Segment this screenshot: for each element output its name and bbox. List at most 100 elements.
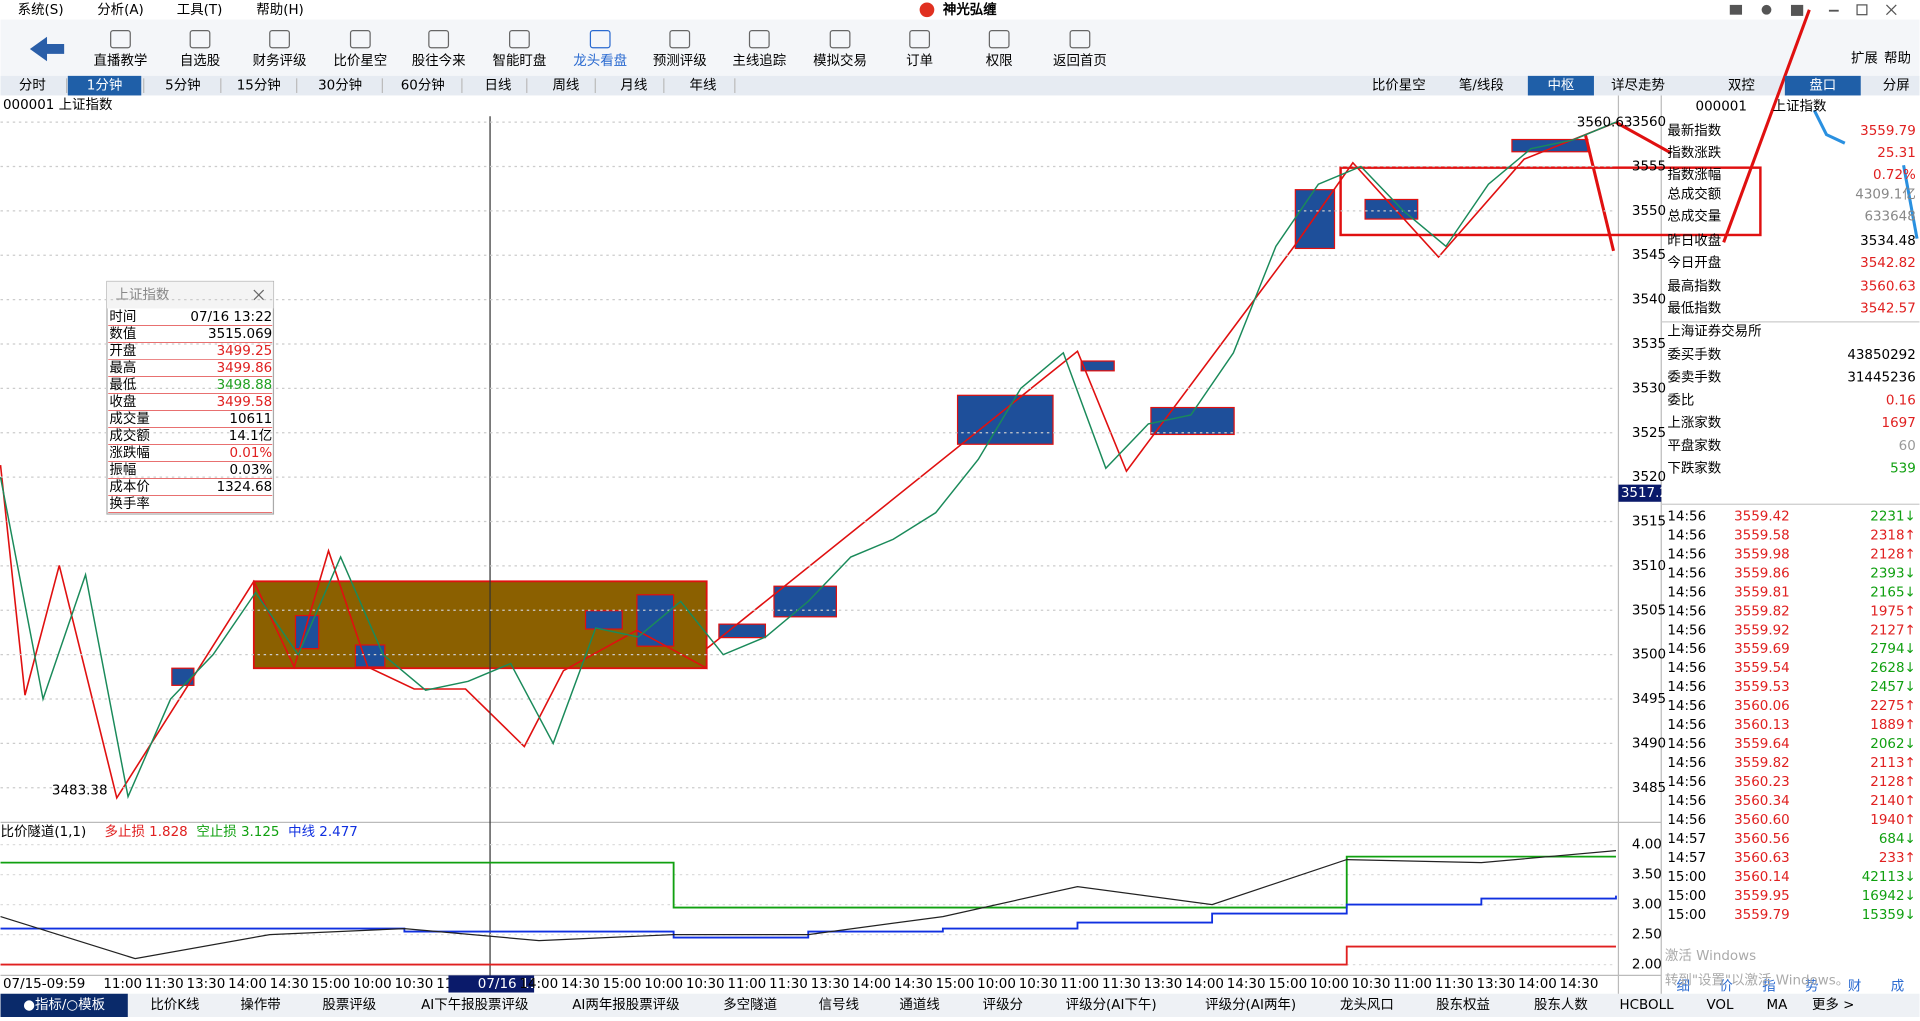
panel-tab[interactable]: 成	[1891, 978, 1904, 994]
toolbar-icon[interactable]	[509, 29, 530, 49]
quote-value: 3559.79	[1860, 124, 1916, 139]
toolbar-icon[interactable]	[909, 29, 931, 49]
indicator-tab[interactable]: ●指标/○模板	[23, 997, 105, 1013]
toolbar-icon[interactable]	[748, 29, 770, 49]
toolbar-icon[interactable]	[669, 29, 691, 49]
period-tab[interactable]: 日线	[485, 78, 512, 94]
indicator-tab[interactable]: HCBOLL	[1620, 998, 1675, 1013]
x-tick-label: 07/15-09:59	[3, 977, 85, 992]
toolbar-icon[interactable]	[1069, 29, 1091, 49]
maximize[interactable]	[1856, 4, 1868, 16]
menu-item[interactable]: 帮助(H)	[256, 2, 304, 18]
indicator-tab[interactable]: 龙头风口	[1340, 997, 1394, 1013]
period-tab[interactable]: 周线	[552, 78, 579, 94]
toolbar-label[interactable]: 主线追踪	[732, 53, 786, 69]
period-tab[interactable]: 60分钟	[401, 77, 445, 94]
period-tab[interactable]: 1分钟	[87, 77, 122, 94]
period-tab[interactable]: 15分钟	[237, 77, 281, 94]
icon[interactable]	[1761, 4, 1772, 15]
indicator-tab[interactable]: 比价K线	[150, 997, 199, 1013]
panel-tab[interactable]: 价	[1719, 979, 1733, 994]
y-tick-label: 3535	[1632, 337, 1666, 352]
toolbar-label[interactable]: 比价星空	[333, 53, 387, 69]
period-tab[interactable]: 5分钟	[165, 77, 200, 94]
view-tab[interactable]: 详尽走势	[1611, 78, 1665, 94]
panel-tab[interactable]: 细	[1677, 978, 1690, 994]
indicator-tab[interactable]: AI两年报股票评级	[572, 997, 679, 1013]
quote-value: 3534.48	[1860, 234, 1916, 249]
toolbar-icon[interactable]	[829, 29, 851, 49]
close[interactable]	[1886, 4, 1897, 16]
panel-tab[interactable]: 指	[1762, 978, 1775, 994]
view-tab[interactable]: 分屏	[1883, 78, 1910, 94]
exchange-value: 60	[1899, 439, 1916, 454]
toolbar-label[interactable]: 自选股	[180, 53, 220, 69]
popup-close[interactable]	[253, 289, 265, 301]
toolbar-label[interactable]: 订单	[906, 53, 933, 69]
trade-volume: 2140↑	[1870, 794, 1916, 809]
toolbar-icon[interactable]	[349, 29, 371, 49]
toolbar-label[interactable]: 龙头看盘	[573, 52, 627, 69]
period-tab[interactable]: 30分钟	[318, 77, 362, 94]
toolbar-icon[interactable]	[110, 29, 131, 49]
view-tab[interactable]: 笔/线段	[1459, 78, 1504, 94]
toolbar-icon[interactable]	[428, 29, 450, 49]
indicator-tab[interactable]: 评级分(AI下午)	[1066, 997, 1157, 1013]
minimize[interactable]	[1828, 9, 1839, 12]
pivot-box	[1364, 198, 1419, 220]
toolbar-right[interactable]: 帮助	[1884, 51, 1911, 67]
indicator-tab[interactable]: 信号线	[819, 997, 859, 1013]
high-label: 3560.63	[1577, 115, 1633, 130]
indicator-tab[interactable]: 操作带	[240, 997, 280, 1013]
indicator-tab[interactable]: 股票评级	[322, 997, 376, 1013]
period-tab[interactable]: 年线	[690, 78, 717, 94]
trade-time: 14:56	[1667, 585, 1706, 600]
panel-tab[interactable]: 势	[1805, 978, 1818, 994]
toolbar-label[interactable]: 返回首页	[1053, 53, 1107, 69]
toolbar-label[interactable]: 股往今来	[412, 53, 466, 69]
toolbar-label[interactable]: 直播教学	[94, 53, 148, 69]
icon[interactable]	[1790, 4, 1804, 16]
x-tick-label: 14:00	[1518, 977, 1557, 992]
toolbar-icon[interactable]	[988, 29, 1010, 49]
toolbar-label[interactable]: 预测评级	[653, 53, 707, 69]
indicator-line	[0, 895, 1617, 939]
indicator-tab[interactable]: 评级分	[983, 997, 1023, 1013]
toolbar-label[interactable]: 财务评级	[253, 53, 307, 69]
period-tab[interactable]: 分时	[19, 78, 46, 94]
view-tab[interactable]: 中枢	[1547, 78, 1574, 94]
popup-value: 14.1亿	[229, 428, 272, 444]
menu-item[interactable]: 系统(S)	[18, 2, 64, 18]
x-tick-label: 14:00	[228, 977, 267, 992]
trade-volume: 2457↓	[1870, 680, 1916, 695]
toolbar-label[interactable]: 智能盯盘	[493, 52, 547, 69]
toolbar-label[interactable]: 模拟交易	[813, 52, 867, 69]
toolbar-label[interactable]: 权限	[986, 52, 1013, 69]
indicator-tab[interactable]: AI下午报股票评级	[421, 997, 528, 1013]
trade-volume: 2062↓	[1870, 737, 1916, 752]
trade-time: 14:56	[1667, 699, 1706, 714]
indicator-tab[interactable]: VOL	[1706, 998, 1734, 1013]
view-tab[interactable]: 盘口	[1809, 77, 1836, 94]
view-tab[interactable]: 双控	[1728, 78, 1755, 94]
indicator-tab[interactable]: 股东人数	[1534, 997, 1588, 1013]
toolbar-icon[interactable]	[189, 29, 211, 49]
menu-item[interactable]: 分析(A)	[97, 2, 144, 18]
watermark: 转到"设置"以激活 Windows。	[1665, 972, 1849, 988]
period-tab[interactable]: 月线	[620, 78, 647, 94]
toolbar-right[interactable]: 扩展	[1851, 51, 1878, 67]
menu-item[interactable]: 工具(T)	[177, 3, 223, 18]
indicator-tab[interactable]: 通道线	[899, 997, 939, 1013]
trade-time: 14:57	[1667, 851, 1706, 866]
exchange-value: 1697	[1882, 416, 1916, 431]
toolbar-icon[interactable]	[269, 29, 290, 49]
view-tab[interactable]: 比价星空	[1372, 78, 1426, 94]
toolbar-icon[interactable]	[589, 29, 611, 49]
indicator-tab[interactable]: 评级分(AI两年)	[1205, 997, 1296, 1013]
indicator-tab[interactable]: 多空隧道	[723, 996, 777, 1013]
icon[interactable]	[1729, 4, 1743, 15]
indicator-tab[interactable]: MA	[1766, 998, 1788, 1013]
indicator-tab[interactable]: 更多 >	[1812, 996, 1854, 1013]
indicator-tab[interactable]: 股东权益	[1436, 996, 1490, 1013]
panel-tab[interactable]: 财	[1848, 978, 1861, 994]
